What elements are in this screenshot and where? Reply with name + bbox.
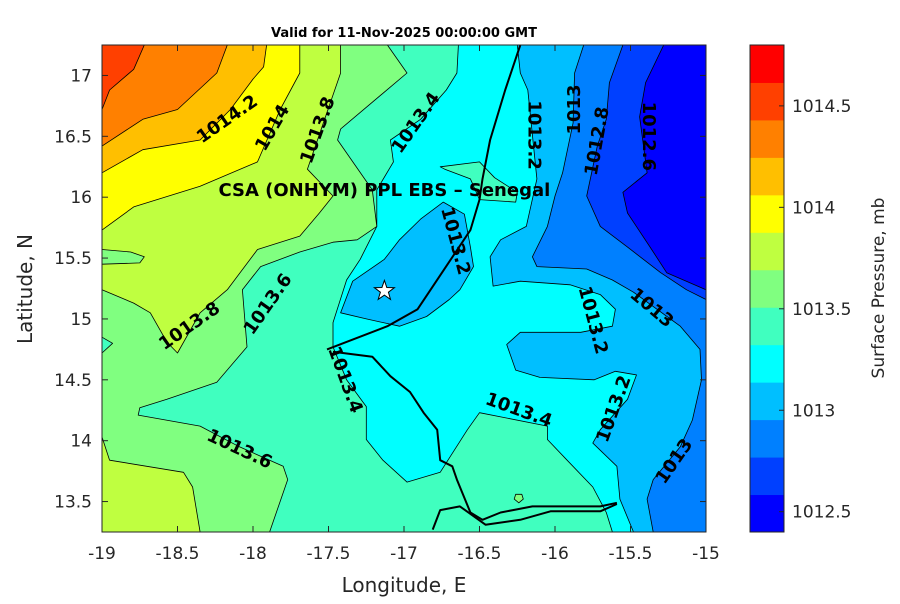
colorbar-band [750, 382, 784, 421]
x-axis-label: Longitude, E [342, 573, 467, 597]
x-tick-label: -16.5 [458, 544, 502, 564]
y-axis-label: Latitude, N [13, 234, 37, 344]
site-marker: CSA (ONHYM) PPL EBS – Senegal [218, 180, 550, 301]
x-tick-label: -17 [390, 544, 418, 564]
chart-title: Valid for 11-Nov-2025 00:00:00 GMT [271, 26, 537, 41]
colorbar-band [750, 157, 784, 196]
colorbar-band [750, 82, 784, 121]
colorbar-band [750, 269, 784, 308]
colorbar-tick-label: 1013 [792, 401, 835, 421]
colorbar-tick-label: 1013.5 [792, 300, 851, 320]
x-tick-label: -16 [541, 544, 569, 564]
colorbar-band [750, 232, 784, 271]
colorbar-band [750, 494, 784, 533]
y-tick-label: 14 [70, 432, 92, 452]
star-icon [372, 278, 396, 301]
x-tick-label: -17.5 [307, 544, 351, 564]
colorbar-tick-label: 1014.5 [792, 97, 851, 117]
y-tick-label: 17 [70, 66, 92, 86]
contour-fill-1013 [340, 201, 474, 327]
colorbar-band [750, 45, 784, 83]
x-tick-label: -15.5 [609, 544, 653, 564]
coastline-0 [326, 44, 522, 351]
coastline-1 [332, 350, 618, 521]
contour-label: 1013 [564, 84, 585, 134]
filled-contours [101, 44, 707, 533]
x-tick-label: -15 [692, 544, 720, 564]
coastline-2 [431, 503, 618, 530]
colorbar-band [750, 344, 784, 383]
y-tick-label: 16.5 [54, 127, 92, 147]
colorbar-band [750, 194, 784, 233]
y-tick-label: 15 [70, 310, 92, 330]
contour-label: 1012.6 [638, 102, 659, 171]
x-tick-label: -19 [88, 544, 116, 564]
colorbar-frame [749, 44, 785, 533]
x-tick-label: -18.5 [156, 544, 200, 564]
colorbar-band [750, 419, 784, 458]
y-tick-label: 14.5 [54, 371, 92, 391]
y-tick-label: 16 [70, 188, 92, 208]
coastlines [326, 44, 618, 530]
y-tick-label: 15.5 [54, 249, 92, 269]
colorbar: 1012.5 1013 1013.5 1014 1014.5 [749, 44, 851, 533]
x-tick-label: -18 [239, 544, 267, 564]
contour-fill-1013-6 [513, 493, 524, 504]
colorbar-band [750, 119, 784, 158]
colorbar-band [750, 457, 784, 496]
colorbar-tick-label: 1014 [792, 198, 835, 218]
colorbar-tick-label: 1012.5 [792, 503, 851, 523]
y-tick-label: 13.5 [54, 493, 92, 513]
colorbar-band [750, 307, 784, 346]
contour-label: 1013.2 [523, 100, 544, 169]
site-label: CSA (ONHYM) PPL EBS – Senegal [218, 180, 550, 201]
axes: -19 -18.5 -18 -17.5 -17 -16.5 -16 -15.5 -15 13.5 1… [54, 45, 720, 564]
colorbar-label: Surface Pressure, mb [869, 198, 889, 379]
